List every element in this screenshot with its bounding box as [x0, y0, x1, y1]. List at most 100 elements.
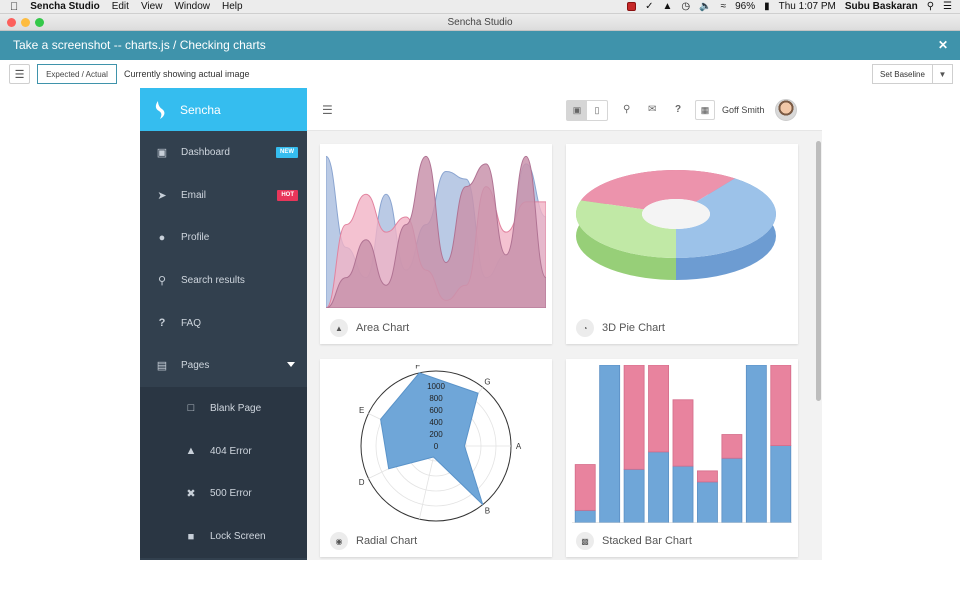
hamburger-icon: ☰	[14, 68, 25, 81]
radar-category-label: G	[484, 377, 490, 386]
sidebar-item-dashboard[interactable]: ▣ Dashboard NEW	[140, 131, 307, 174]
sidebar-item-label: 404 Error	[210, 445, 252, 457]
warning-icon: ▲	[185, 445, 197, 458]
time-machine-icon[interactable]: ◷	[681, 1, 691, 12]
brand-name: Sencha	[180, 102, 221, 117]
notification-center-icon[interactable]: ☰	[943, 1, 952, 12]
sidebar-item-500-error[interactable]: ✖ 500 Error	[140, 472, 307, 516]
tablet-view-icon[interactable]: ▯	[594, 105, 600, 115]
user-name[interactable]: Goff Smith	[722, 105, 765, 115]
pie-slice-3	[576, 200, 676, 258]
search-icon[interactable]: ⚲	[623, 104, 631, 115]
mac-menubar:  Sencha Studio Edit View Window Help ✓ …	[0, 0, 960, 14]
battery-text[interactable]: 96%	[735, 1, 756, 12]
book-icon: ▤	[156, 360, 168, 373]
sidebar-item-label: Pages	[181, 360, 210, 372]
wifi-icon[interactable]: ≈	[720, 1, 727, 12]
sidebar-item-search-results[interactable]: ⚲ Search results	[140, 259, 307, 302]
bar-segment-2	[721, 434, 743, 459]
comparison-toolbar: ☰ Expected / Actual Currently showing ac…	[0, 60, 960, 88]
monitor-icon: ▣	[156, 146, 168, 159]
menu-help[interactable]: Help	[213, 1, 243, 12]
check-icon[interactable]: ✓	[645, 1, 654, 12]
bar-segment-2	[623, 365, 645, 470]
chevron-down-icon: ▼	[938, 69, 947, 79]
bar-segment-2	[672, 399, 694, 467]
pie-slice-2	[676, 178, 776, 258]
set-baseline-button[interactable]: Set Baseline	[872, 64, 933, 84]
desktop-view-icon[interactable]: ▣	[567, 101, 587, 120]
menu-view[interactable]: View	[132, 1, 163, 12]
radar-tick-label: 200	[429, 430, 443, 439]
stacked-bar-chart-title: Stacked Bar Chart	[602, 535, 692, 547]
stacked-bar-chart	[572, 365, 792, 523]
menu-app-name[interactable]: Sencha Studio	[22, 1, 99, 12]
status-app-icon[interactable]	[627, 2, 637, 11]
sidebar-item-email[interactable]: ➤ Email HOT	[140, 174, 307, 217]
bar-segment-1	[697, 481, 718, 523]
sidebar-item-label: Profile	[181, 232, 210, 244]
sidebar-item-blank-page[interactable]: □ Blank Page	[140, 387, 307, 430]
radar-category-label: F	[415, 365, 420, 371]
sidebar-item-profile[interactable]: ● Profile	[140, 216, 307, 259]
sidebar-item-label: Search results	[181, 274, 245, 286]
bar-segment-1	[623, 468, 645, 523]
bar-segment-1	[574, 509, 596, 523]
window-minimize-button[interactable]	[21, 18, 30, 27]
radar-series	[380, 372, 484, 505]
clock[interactable]: Thu 1:07 PM	[778, 1, 836, 12]
sidebar-item-pages[interactable]: ▤ Pages	[140, 344, 307, 387]
menu-edit[interactable]: Edit	[103, 1, 129, 12]
radar-tick-label: 400	[429, 418, 443, 427]
pie-chart-icon: ◔	[576, 319, 594, 337]
volume-icon[interactable]: 🔈	[699, 1, 712, 12]
help-icon[interactable]: ?	[675, 104, 682, 115]
menu-window[interactable]: Window	[166, 1, 210, 12]
window-close-button[interactable]	[7, 18, 16, 27]
sidebar-item-label: Blank Page	[210, 402, 262, 414]
hot-badge: HOT	[277, 189, 298, 201]
content-scrollbar[interactable]	[815, 131, 822, 560]
caret-down-icon	[287, 362, 295, 368]
menu-button[interactable]: ☰	[9, 64, 30, 84]
file-icon: □	[187, 402, 195, 415]
view-mode-toggle: ▣ ▯	[566, 100, 608, 121]
sidebar-item-faq[interactable]: ? FAQ	[140, 302, 307, 345]
test-title: Take a screenshot -- charts.js / Checkin…	[13, 38, 266, 52]
area-chart-icon: ▲	[330, 319, 348, 337]
grid-button[interactable]: ▦	[695, 100, 715, 120]
close-icon[interactable]: ✕	[937, 38, 948, 52]
upload-icon[interactable]: ▲	[662, 1, 673, 12]
avatar[interactable]	[775, 99, 797, 121]
window-title: Sencha Studio	[447, 17, 513, 28]
app-header: ☰ ▣ ▯ ⚲ ✉ ? ▦ Goff Smith	[307, 88, 822, 131]
bar-segment-2	[648, 365, 669, 453]
battery-icon[interactable]: ▮	[764, 1, 770, 12]
spotlight-icon[interactable]: ⚲	[926, 1, 935, 12]
apple-icon[interactable]: 	[10, 1, 18, 13]
window-zoom-button[interactable]	[35, 18, 44, 27]
user-icon: ●	[158, 231, 166, 244]
bar-segment-1	[599, 365, 621, 523]
sidebar-item-lock-screen[interactable]: ■ Lock Screen	[140, 515, 307, 558]
scrollbar-thumb[interactable]	[816, 141, 821, 401]
sidebar-item-label: Email	[181, 189, 207, 201]
bar-segment-1	[745, 365, 767, 523]
bar-segment-2	[574, 464, 596, 511]
area-series-3	[326, 155, 546, 308]
brand-header[interactable]: Sencha	[140, 88, 307, 131]
set-baseline-dropdown[interactable]: ▼	[933, 64, 953, 84]
test-title-bar: Take a screenshot -- charts.js / Checkin…	[0, 31, 960, 60]
sidebar-item-404-error[interactable]: ▲ 404 Error	[140, 429, 307, 473]
menubar-user[interactable]: Subu Baskaran	[844, 1, 918, 12]
radial-chart-title: Radial Chart	[356, 535, 418, 547]
expected-actual-toggle[interactable]: Expected / Actual	[37, 64, 117, 84]
envelope-icon[interactable]: ✉	[648, 104, 657, 115]
sidebar-item-label: 500 Error	[210, 488, 252, 500]
status-text: Currently showing actual image	[124, 69, 250, 79]
lock-icon: ■	[187, 530, 195, 543]
hamburger-icon[interactable]: ☰	[322, 103, 333, 117]
area-chart	[326, 155, 546, 308]
radial-chart-icon: ◉	[330, 532, 348, 550]
sencha-logo-icon	[155, 100, 165, 119]
